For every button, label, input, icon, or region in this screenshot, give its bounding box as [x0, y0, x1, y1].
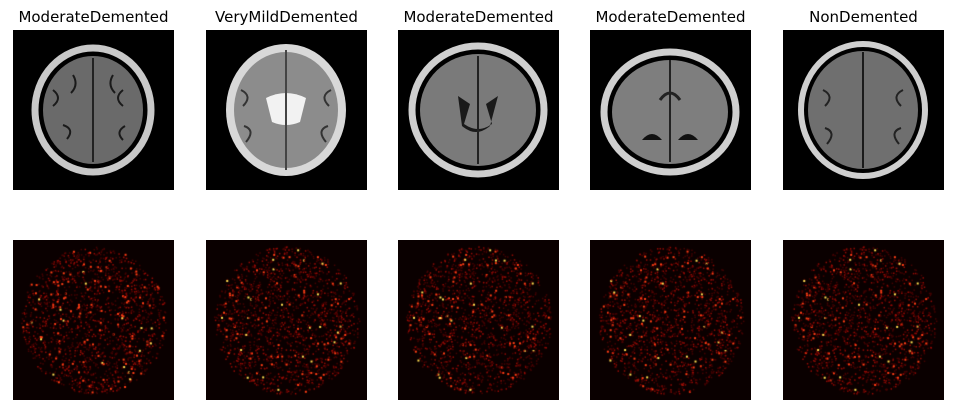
mri-scan-graphic: [798, 41, 928, 179]
column-title: ModerateDemented: [18, 8, 169, 26]
saliency-heatmap-canvas: [783, 240, 944, 400]
saliency-heatmap: [13, 240, 174, 400]
saliency-heatmap: [398, 240, 559, 400]
saliency-heatmap-canvas: [590, 240, 751, 400]
mri-scan-image: [590, 30, 751, 190]
mri-scan-graphic: [600, 48, 740, 176]
mri-scan-image: [206, 30, 367, 190]
mri-scan-image: [783, 30, 944, 190]
mri-scan-graphic: [408, 42, 548, 178]
mri-scan-graphic: [226, 44, 346, 176]
mri-scan-graphic: [31, 44, 155, 176]
column-title: VeryMildDemented: [215, 8, 358, 26]
saliency-heatmap-canvas: [13, 240, 174, 400]
saliency-heatmap: [783, 240, 944, 400]
saliency-heatmap: [206, 240, 367, 400]
saliency-heatmap-canvas: [398, 240, 559, 400]
column-title: ModerateDemented: [595, 8, 746, 26]
column-title: NonDemented: [809, 8, 918, 26]
mri-scan-image: [398, 30, 559, 190]
saliency-heatmap: [590, 240, 751, 400]
column-title: ModerateDemented: [403, 8, 554, 26]
mri-scan-image: [13, 30, 174, 190]
saliency-heatmap-canvas: [206, 240, 367, 400]
